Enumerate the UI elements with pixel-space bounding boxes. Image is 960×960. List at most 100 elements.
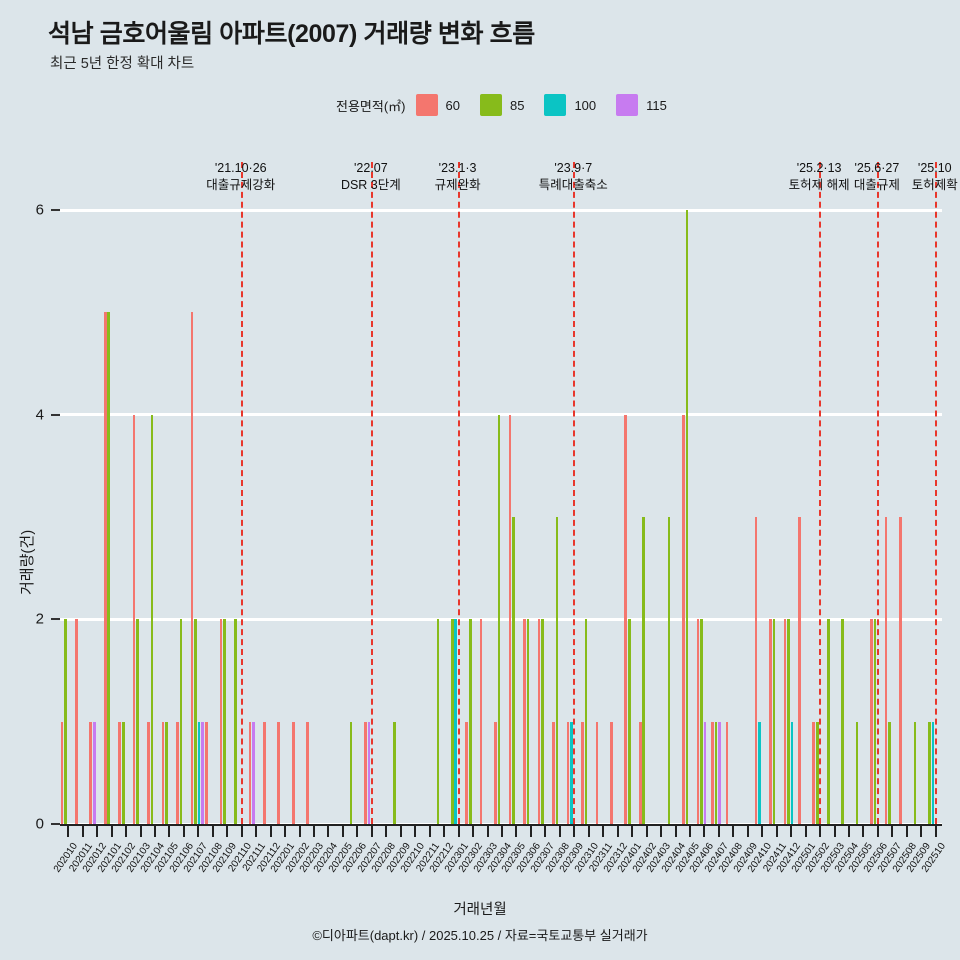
bar-202207-115[interactable]: [367, 721, 371, 824]
bar-202401-85[interactable]: [627, 619, 631, 824]
bar-202507-85[interactable]: [888, 721, 891, 824]
bar-202011-60[interactable]: [75, 619, 78, 824]
bar-202108-60[interactable]: [205, 721, 208, 824]
bar-202305-85[interactable]: [512, 517, 515, 824]
bar-202410-60[interactable]: [754, 517, 758, 824]
bar-202309-100[interactable]: [570, 721, 573, 824]
bar-202103-60[interactable]: [132, 414, 136, 824]
bar-202306-60[interactable]: [523, 619, 526, 824]
bar-202010-85[interactable]: [64, 619, 67, 824]
bar-202103-85[interactable]: [136, 619, 139, 824]
bar-202107-60[interactable]: [190, 312, 194, 824]
bar-202506-60[interactable]: [870, 619, 873, 824]
bar-202212-85[interactable]: [436, 619, 440, 824]
bar-202402-85[interactable]: [642, 517, 646, 824]
bar-202406-60[interactable]: [696, 619, 700, 824]
bar-202310-60[interactable]: [581, 721, 584, 824]
bar-202302-85[interactable]: [468, 619, 472, 824]
bar-202502-85[interactable]: [815, 721, 819, 824]
bar-202102-60[interactable]: [118, 721, 121, 824]
bar-202203-60[interactable]: [306, 721, 309, 824]
bar-202401-60[interactable]: [624, 414, 628, 824]
bar-202012-115[interactable]: [92, 721, 96, 824]
bar-202402-60[interactable]: [638, 721, 642, 824]
bar-202105-60[interactable]: [161, 721, 165, 824]
bar-202107-85[interactable]: [194, 619, 197, 824]
bar-202412-100[interactable]: [790, 721, 794, 824]
event-line-202510: [934, 162, 937, 824]
bar-202012-60[interactable]: [89, 721, 93, 824]
bar-202105-85[interactable]: [165, 721, 168, 824]
bar-202406-85[interactable]: [700, 619, 703, 824]
bar-202310-85[interactable]: [584, 619, 588, 824]
bar-202111-115[interactable]: [252, 721, 255, 824]
bar-202309-60[interactable]: [566, 721, 570, 824]
bar-202407-115[interactable]: [718, 721, 721, 824]
bar-202406-115[interactable]: [703, 721, 707, 824]
bar-202405-85[interactable]: [685, 210, 689, 824]
bar-202302-60[interactable]: [465, 721, 469, 824]
event-date: '25.6·27: [854, 161, 900, 175]
bar-202110-85[interactable]: [234, 619, 237, 824]
bar-202508-60[interactable]: [899, 517, 902, 824]
bar-202104-85[interactable]: [150, 414, 154, 824]
bar-202301-85[interactable]: [450, 619, 454, 824]
bar-202510-100[interactable]: [931, 721, 935, 824]
bar-202412-60[interactable]: [783, 619, 787, 824]
bar-202106-85[interactable]: [179, 619, 183, 824]
bar-202410-100[interactable]: [758, 721, 761, 824]
bar-202301-100[interactable]: [454, 619, 458, 824]
bar-202307-60[interactable]: [537, 619, 541, 824]
bar-202111-60[interactable]: [248, 721, 252, 824]
bar-202104-60[interactable]: [147, 721, 150, 824]
bar-202109-60[interactable]: [219, 619, 223, 824]
legend-item-100[interactable]: 100: [544, 94, 612, 116]
bar-202506-85[interactable]: [873, 619, 877, 824]
bar-202312-60[interactable]: [610, 721, 613, 824]
bar-202503-85[interactable]: [826, 619, 830, 824]
bar-202112-60[interactable]: [263, 721, 266, 824]
x-tick: [732, 824, 735, 837]
bar-202306-85[interactable]: [526, 619, 530, 824]
bar-202404-85[interactable]: [667, 517, 671, 824]
bar-202411-60[interactable]: [769, 619, 772, 824]
bar-202107-115[interactable]: [201, 721, 204, 824]
bar-202509-85[interactable]: [913, 721, 917, 824]
event-date: '21.10·26: [214, 161, 267, 175]
bar-202510-85[interactable]: [928, 721, 931, 824]
bar-202304-85[interactable]: [497, 414, 501, 824]
bar-202501-60[interactable]: [797, 517, 801, 824]
bar-202109-85[interactable]: [223, 619, 226, 824]
bar-202408-60[interactable]: [725, 721, 729, 824]
bar-202303-60[interactable]: [479, 619, 483, 824]
bar-202304-60[interactable]: [494, 721, 497, 824]
bar-202308-60[interactable]: [552, 721, 555, 824]
legend-item-85[interactable]: 85: [479, 94, 540, 116]
bar-202101-60[interactable]: [103, 312, 107, 824]
bar-202106-60[interactable]: [176, 721, 179, 824]
bar-202307-85[interactable]: [541, 619, 544, 824]
bar-202412-85[interactable]: [787, 619, 790, 824]
bar-202206-85[interactable]: [349, 721, 353, 824]
bar-202101-85[interactable]: [107, 312, 111, 824]
legend-item-115[interactable]: 115: [616, 94, 683, 116]
bar-202107-100[interactable]: [197, 721, 201, 824]
bar-202507-60[interactable]: [884, 517, 888, 824]
bar-202308-85[interactable]: [555, 517, 559, 824]
legend-item-60[interactable]: 60: [415, 94, 476, 116]
bar-202405-60[interactable]: [682, 414, 685, 824]
bar-202010-60[interactable]: [60, 721, 64, 824]
bar-202202-60[interactable]: [291, 721, 295, 824]
bar-202504-85[interactable]: [841, 619, 844, 824]
bar-202411-85[interactable]: [772, 619, 776, 824]
bar-202505-85[interactable]: [855, 721, 859, 824]
bar-202209-85[interactable]: [393, 721, 396, 824]
bar-202201-60[interactable]: [277, 721, 281, 824]
bar-202407-60[interactable]: [711, 721, 714, 824]
bar-202502-60[interactable]: [812, 721, 816, 824]
bar-202311-60[interactable]: [595, 721, 599, 824]
bar-202207-60[interactable]: [364, 721, 367, 824]
bar-202102-85[interactable]: [121, 721, 125, 824]
bar-202407-85[interactable]: [714, 721, 718, 824]
bar-202305-60[interactable]: [508, 414, 512, 824]
